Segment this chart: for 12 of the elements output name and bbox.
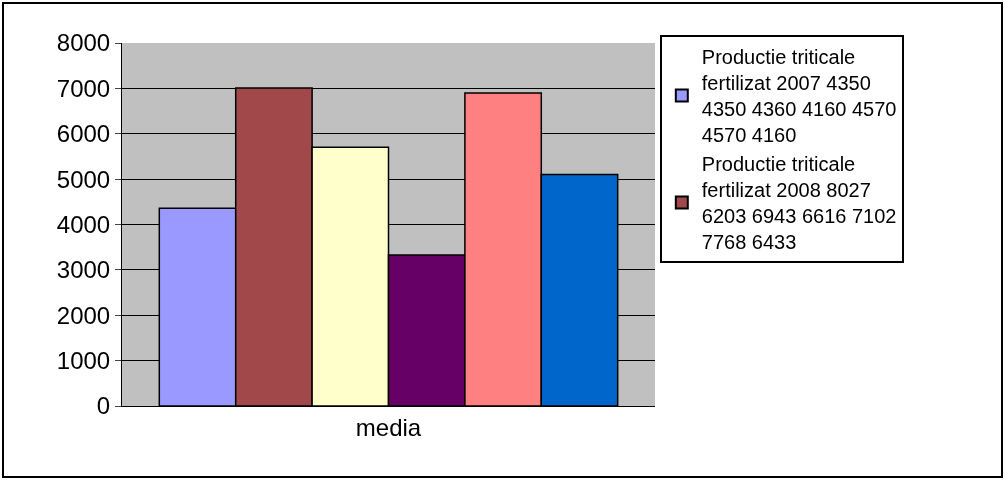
legend-label: Productie triticale fertilizat 2008 8027 6203 6943 6616 7102 7768 6433 bbox=[701, 153, 897, 254]
y-tick-label: 7000 bbox=[56, 74, 111, 102]
x-tick-label: media bbox=[355, 413, 422, 441]
y-tick-label: 5000 bbox=[56, 165, 111, 193]
y-tick-label: 2000 bbox=[56, 301, 111, 329]
legend-label: Productie triticale fertilizat 2007 4350 4350 4360 4160 4570 4570 4160 bbox=[701, 46, 897, 147]
y-tick-label: 1000 bbox=[56, 347, 111, 375]
y-tick-label: 6000 bbox=[56, 120, 111, 148]
y-tick-label: 8000 bbox=[56, 29, 111, 57]
y-tick-label: 0 bbox=[96, 392, 111, 420]
y-tick-label: 4000 bbox=[56, 210, 111, 238]
y-tick-label: 3000 bbox=[56, 256, 111, 284]
